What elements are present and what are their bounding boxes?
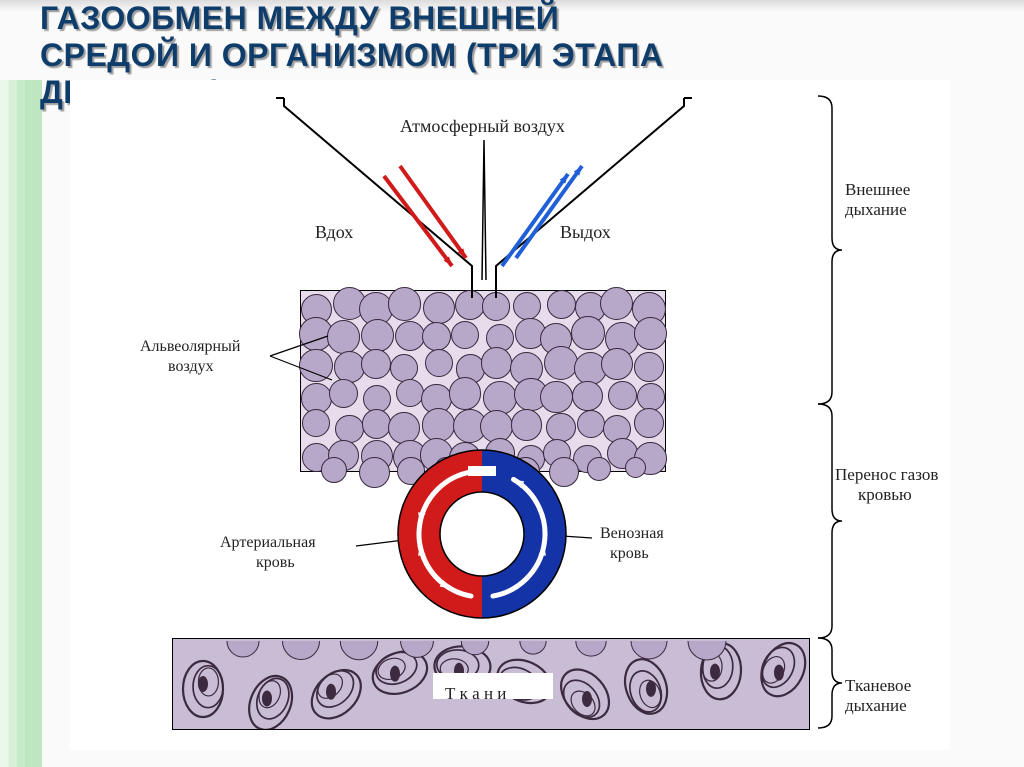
label-stage3a: Тканевое	[845, 676, 911, 696]
slide: ГАЗООБМЕН МЕЖДУ ВНЕШНЕЙ СРЕДОЙ И ОРГАНИЗ…	[0, 0, 1024, 767]
label-alveolar-1: Альвеолярный	[140, 338, 240, 356]
label-arterial-2: кровь	[256, 554, 295, 572]
label-arterial-1: Артериальная	[220, 534, 316, 552]
title-line-1: ГАЗООБМЕН МЕЖДУ ВНЕШНЕЙ	[40, 0, 1004, 37]
label-atmospheric: Атмосферный воздух	[400, 116, 565, 137]
label-inhale: Вдох	[315, 222, 353, 243]
label-stage1a: Внешнее	[845, 180, 910, 200]
label-venous-2: кровь	[610, 545, 649, 563]
label-stage2b: кровью	[858, 485, 912, 505]
diagram: Атмосферный воздух Вдох Выдох Альвеолярн…	[70, 80, 950, 750]
label-exhale: Выдох	[560, 222, 611, 243]
label-tissues: Т к а н и	[445, 684, 506, 704]
diagram-svg	[70, 80, 950, 750]
label-stage2a: Перенос газов	[835, 465, 938, 485]
label-stage1b: дыхание	[845, 200, 907, 220]
slide-left-accent	[0, 80, 42, 767]
title-line-2: СРЕДОЙ И ОРГАНИЗМОМ (ТРИ ЭТАПА	[40, 37, 1004, 74]
label-venous-1: Венозная	[600, 525, 664, 543]
label-alveolar-2: воздух	[168, 358, 214, 376]
label-stage3b: дыхание	[845, 696, 907, 716]
